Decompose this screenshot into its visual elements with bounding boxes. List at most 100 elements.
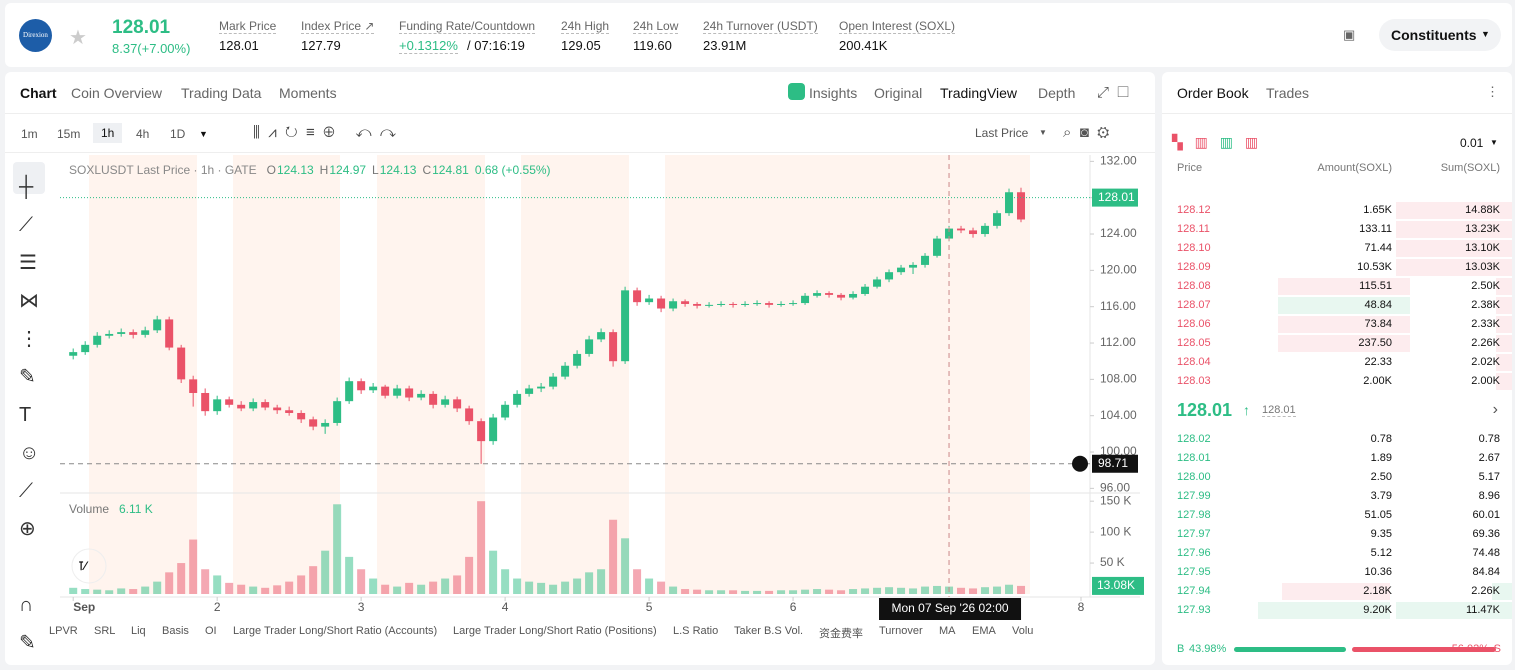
volume-bar bbox=[393, 586, 402, 594]
depth-bar bbox=[1496, 335, 1512, 352]
depth-bar bbox=[1396, 240, 1512, 257]
indicator[interactable]: 资金费率 bbox=[819, 628, 863, 640]
mid-arrow: ↑ bbox=[1243, 402, 1250, 418]
candle-body bbox=[645, 298, 654, 303]
ob-cell: 237.50 bbox=[1358, 337, 1392, 349]
volume-bar bbox=[537, 582, 546, 594]
indicator[interactable]: Taker B.S Vol. bbox=[734, 625, 804, 637]
tab[interactable]: Trading Data bbox=[181, 85, 262, 101]
legend-value: 124.13 bbox=[380, 163, 417, 177]
drawing-tools[interactable]: ┼ ⟋ ☰ ⋈ ⋮ ✎ T ☺ ⟋ ⊕ ∩ ✎ bbox=[19, 176, 40, 654]
volume-bar bbox=[309, 566, 318, 594]
view-tab[interactable]: TradingView bbox=[940, 85, 1018, 101]
ob-price: 128.01 bbox=[1177, 452, 1211, 464]
indicator[interactable]: Basis bbox=[162, 625, 189, 637]
view-tab[interactable]: Original bbox=[874, 85, 923, 101]
view-tab[interactable]: Insights bbox=[809, 85, 858, 101]
indicator[interactable]: OI bbox=[205, 625, 217, 637]
candle-body bbox=[357, 381, 366, 391]
indicator[interactable]: SRL bbox=[94, 625, 116, 637]
view-tab[interactable]: Depth bbox=[1038, 85, 1076, 101]
volume-bar bbox=[297, 575, 306, 594]
volume-bar bbox=[261, 587, 270, 594]
book-icon[interactable]: ▣ bbox=[1343, 27, 1356, 42]
chart-tools[interactable]: ⫼ ⩘ ↻ ≡ ⊕ ↶ ↷ bbox=[253, 124, 396, 141]
candle-body bbox=[393, 388, 402, 396]
ob-price: 128.00 bbox=[1177, 471, 1211, 483]
y-tick-label: 132.00 bbox=[1100, 154, 1137, 168]
volume-value: 6.11 K bbox=[119, 502, 153, 516]
volume-title: Volume bbox=[69, 502, 109, 516]
indicator[interactable]: LPVR bbox=[49, 625, 78, 637]
volume-bar bbox=[213, 575, 222, 594]
price-type[interactable]: Last Price bbox=[975, 126, 1029, 140]
buy-pct: 43.98% bbox=[1189, 643, 1227, 655]
candle-body bbox=[753, 303, 762, 305]
session-shade bbox=[377, 155, 485, 594]
candle-body bbox=[453, 399, 462, 409]
interval[interactable]: 4h bbox=[136, 127, 150, 141]
candle-body bbox=[669, 301, 678, 309]
candle-body bbox=[825, 293, 834, 295]
x-tick-label: 5 bbox=[646, 600, 653, 614]
interval[interactable]: 1h bbox=[93, 123, 123, 143]
candle-body bbox=[597, 332, 606, 340]
logo: Direxion bbox=[19, 19, 52, 52]
candle-body bbox=[897, 267, 906, 273]
candle-body bbox=[129, 332, 138, 335]
indicator[interactable]: Volu bbox=[1012, 625, 1034, 637]
tab[interactable]: Moments bbox=[279, 85, 337, 101]
indicator[interactable]: Large Trader Long/Short Ratio (Positions… bbox=[453, 625, 657, 637]
candle-body bbox=[909, 264, 918, 268]
mid-more[interactable]: › bbox=[1492, 401, 1498, 418]
indicator[interactable]: MA bbox=[939, 625, 956, 637]
candle-body bbox=[333, 401, 342, 423]
interval[interactable]: 1m bbox=[21, 127, 38, 141]
volume-bar bbox=[321, 550, 330, 594]
expand-icons[interactable]: ⤢ ☐ bbox=[1097, 84, 1129, 101]
star[interactable]: ★ bbox=[69, 27, 87, 49]
depth-bar bbox=[1496, 316, 1512, 333]
precision[interactable]: 0.01 bbox=[1460, 136, 1484, 150]
ob-price: 127.96 bbox=[1177, 547, 1211, 559]
interval[interactable]: 1D bbox=[170, 127, 186, 141]
x-tick-label: Sep bbox=[73, 600, 95, 614]
tab[interactable]: Coin Overview bbox=[71, 85, 163, 101]
x-tick-label: 2 bbox=[214, 600, 221, 614]
toolbar-icons[interactable]: ⌕ ◙ ⚙ bbox=[1063, 124, 1110, 141]
tool-active[interactable] bbox=[13, 162, 45, 194]
candle-body bbox=[261, 402, 270, 408]
constituents-button[interactable]: Constituents ▼ bbox=[1379, 19, 1501, 51]
volume-bar bbox=[873, 587, 882, 594]
candle-body bbox=[621, 290, 630, 362]
indicator[interactable]: Liq bbox=[131, 625, 146, 637]
candle-body bbox=[945, 228, 954, 239]
interval[interactable]: 15m bbox=[57, 127, 81, 141]
crosshair-price-box bbox=[1092, 454, 1138, 473]
interval-menu[interactable]: ▼ bbox=[199, 129, 208, 139]
volume-bar bbox=[1005, 584, 1014, 594]
ob-price: 128.04 bbox=[1177, 356, 1211, 368]
candle-body bbox=[249, 402, 258, 409]
indicator[interactable]: Turnover bbox=[879, 625, 923, 637]
ob-cell: 0.78 bbox=[1370, 433, 1392, 445]
book-views[interactable]: ▚ ▥ ▥ ▥ bbox=[1172, 134, 1263, 150]
amount-bar bbox=[1258, 602, 1390, 619]
candle-body bbox=[537, 386, 546, 389]
candle-body bbox=[969, 230, 978, 235]
candle-body bbox=[657, 298, 666, 309]
ob-tab[interactable]: Order Book bbox=[1177, 85, 1249, 101]
candle-body bbox=[177, 347, 186, 380]
ob-cell: 3.79 bbox=[1370, 490, 1392, 502]
candle-body bbox=[273, 407, 282, 411]
x-tick-label: 8 bbox=[1078, 600, 1085, 614]
indicator[interactable]: EMA bbox=[972, 625, 996, 637]
candle-body bbox=[153, 319, 162, 331]
indicator[interactable]: Large Trader Long/Short Ratio (Accounts) bbox=[233, 625, 438, 637]
ob-tab[interactable]: Trades bbox=[1266, 85, 1310, 101]
stat-label: Mark Price bbox=[219, 19, 277, 34]
indicator[interactable]: L.S Ratio bbox=[673, 625, 719, 637]
candle-body bbox=[285, 410, 294, 413]
tab[interactable]: Chart bbox=[20, 85, 57, 101]
ob-price: 128.03 bbox=[1177, 375, 1211, 387]
